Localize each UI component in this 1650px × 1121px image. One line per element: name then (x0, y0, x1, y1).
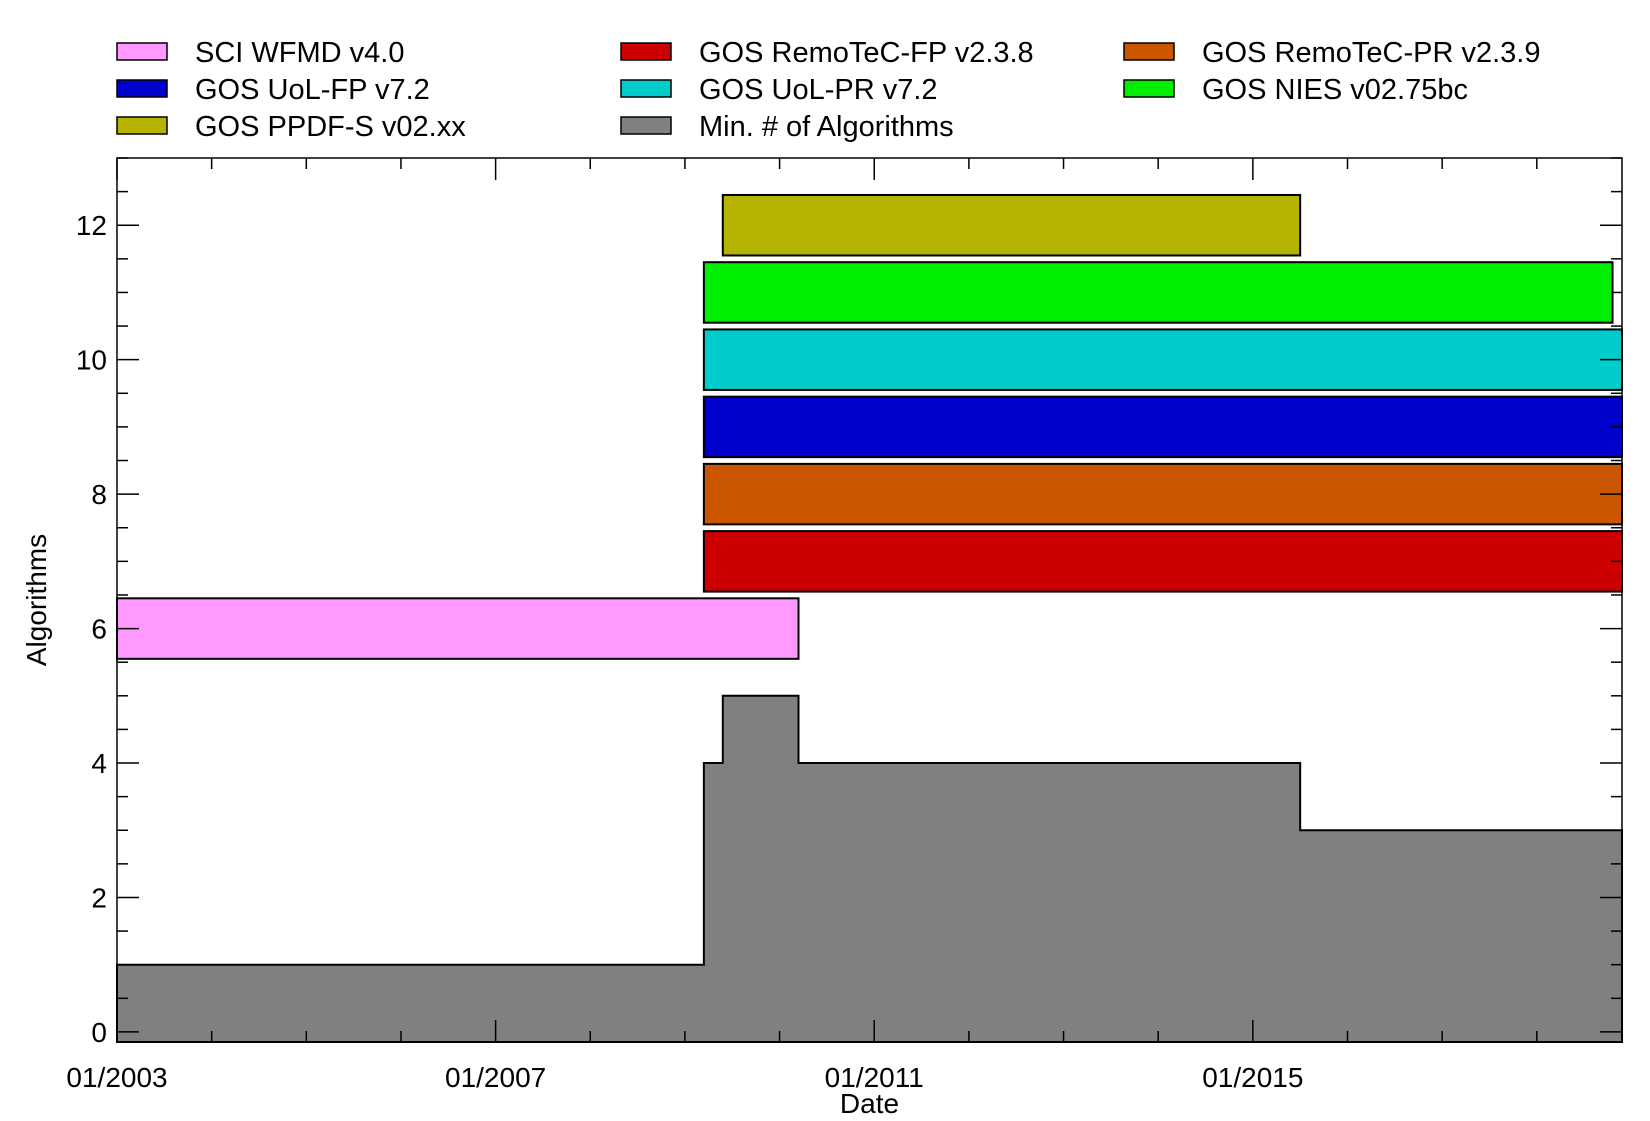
y-axis-label: Algorithms (21, 534, 52, 666)
x-tick-label: 01/2011 (825, 1062, 924, 1093)
y-tick-label: 2 (91, 882, 107, 913)
legend-swatch (116, 116, 168, 135)
legend-label: GOS NIES v02.75bc (1202, 74, 1468, 106)
legend-item-gos-remotec-fp-v2-3-8: GOS RemoTeC-FP v2.3.8 (620, 37, 1034, 69)
min-algorithms-area (116, 694, 1623, 1043)
legend-swatch (620, 42, 672, 61)
legend-swatch (116, 79, 168, 98)
axis-ticks: 01/2003 01/2007 01/2011 01/2015 0 2 4 6 8 10 12 (66, 157, 1622, 1093)
legend-item-gos-ppdf-s-v02-xx: GOS PPDF-S v02.xx (116, 111, 466, 143)
bar-gos-remotec-fp-v2-3-8 (702, 530, 1623, 593)
legend-item-sci-wfmd-v4-0: SCI WFMD v4.0 (116, 37, 404, 69)
legend-label: GOS RemoTeC-PR v2.3.9 (1202, 37, 1540, 69)
legend-swatch (1123, 42, 1175, 61)
plot-frame (116, 157, 1623, 1043)
y-tick-label: 12 (76, 210, 107, 241)
bar-gos-nies-v02-75bc (702, 261, 1614, 324)
legend-item-min-of-algorithms: Min. # of Algorithms (620, 111, 954, 143)
legend: SCI WFMD v4.0 GOS RemoTeC-FP v2.3.8 GOS Re… (116, 37, 1540, 143)
legend-swatch (116, 42, 168, 61)
legend-label: GOS RemoTeC-FP v2.3.8 (699, 37, 1034, 69)
y-tick-label: 8 (91, 479, 107, 510)
legend-label: GOS UoL-PR v7.2 (699, 74, 938, 106)
legend-swatch (620, 79, 672, 98)
legend-label: GOS PPDF-S v02.xx (195, 111, 466, 143)
bars-group (116, 193, 1623, 660)
x-tick-label: 01/2015 (1202, 1062, 1303, 1093)
y-tick-label: 10 (76, 345, 107, 376)
bar-gos-uol-fp-v7-2 (702, 395, 1623, 459)
legend-label: GOS UoL-FP v7.2 (195, 74, 430, 106)
x-tick-label: 01/2003 (66, 1062, 167, 1093)
bar-gos-remotec-pr-v2-3-9 (702, 462, 1623, 526)
legend-item-gos-remotec-pr-v2-3-9: GOS RemoTeC-PR v2.3.9 (1123, 37, 1540, 69)
y-tick-label: 6 (91, 614, 107, 645)
legend-label: SCI WFMD v4.0 (195, 37, 404, 69)
legend-swatch (1123, 79, 1175, 98)
bar-sci-wfmd-v4-0 (116, 597, 800, 660)
x-tick-label: 01/2007 (445, 1062, 546, 1093)
y-tick-label: 0 (91, 1017, 107, 1048)
legend-item-gos-uol-fp-v7-2: GOS UoL-FP v7.2 (116, 74, 430, 106)
bar-gos-uol-pr-v7-2 (702, 328, 1623, 391)
plot-area (116, 694, 1623, 1043)
bar-gos-ppdf-s-v02-xx (721, 193, 1302, 257)
legend-item-gos-nies-v02-75bc: GOS NIES v02.75bc (1123, 74, 1468, 106)
x-axis-label: Date (840, 1088, 899, 1119)
legend-label: Min. # of Algorithms (699, 111, 954, 143)
legend-swatch (620, 116, 672, 135)
legend-item-gos-uol-pr-v7-2: GOS UoL-PR v7.2 (620, 74, 938, 106)
y-tick-label: 4 (91, 748, 107, 779)
